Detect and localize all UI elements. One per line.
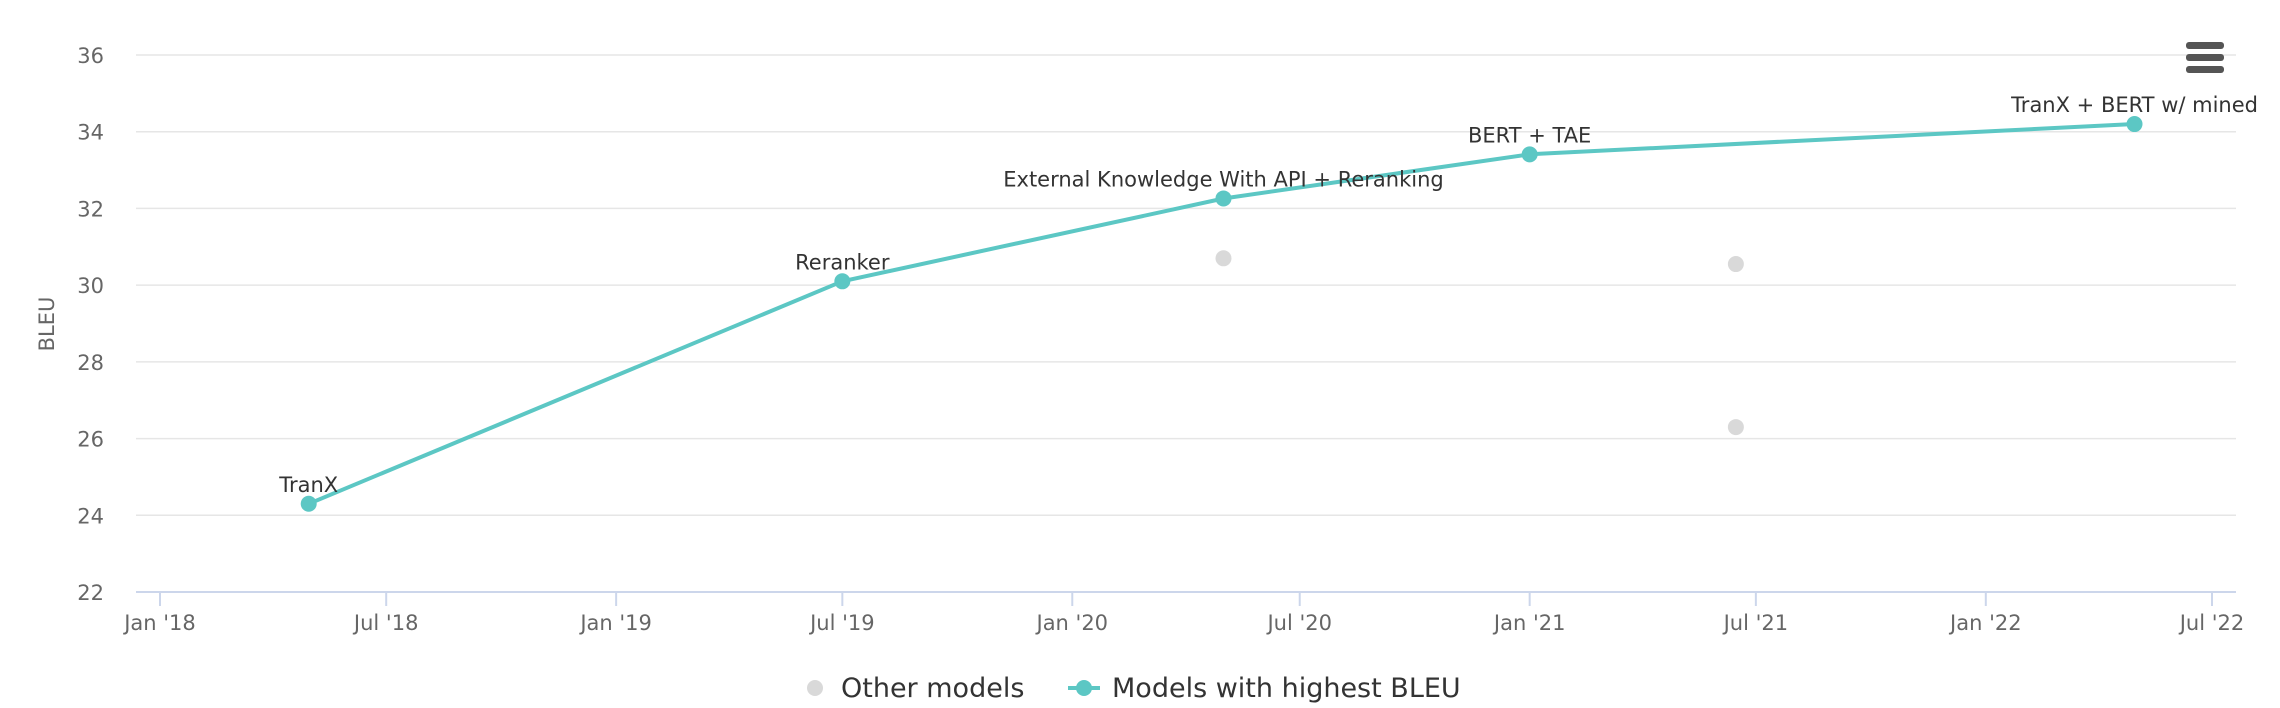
hamburger-menu-icon[interactable] bbox=[2186, 42, 2224, 76]
point-label: TranX bbox=[278, 473, 338, 497]
y-tick-label: 22 bbox=[77, 581, 104, 605]
y-tick-label: 24 bbox=[77, 504, 104, 528]
point-label: External Knowledge With API + Reranking bbox=[1003, 167, 1443, 191]
legend-highest-label: Models with highest BLEU bbox=[1112, 673, 1461, 704]
y-tick-label: 34 bbox=[77, 121, 104, 145]
legend-other-label: Other models bbox=[841, 673, 1024, 704]
y-tick-label: 32 bbox=[77, 197, 104, 221]
y-tick-label: 26 bbox=[77, 428, 104, 452]
highest-bleu-point bbox=[1215, 190, 1232, 207]
y-axis-title: BLEU bbox=[35, 297, 59, 352]
legend-highest-symbol bbox=[1076, 680, 1092, 696]
x-tick-label: Jul '19 bbox=[808, 611, 875, 635]
x-axis-tick-labels: Jan '18 Jul '18 Jan '19 Jul '19 Jan '20 Jul '… bbox=[122, 611, 2244, 635]
x-tick-label: Jan '20 bbox=[1035, 611, 1109, 635]
menu-bar bbox=[2186, 42, 2224, 49]
x-tick-label: Jan '18 bbox=[122, 611, 196, 635]
legend-item-highest-bleu[interactable]: Models with highest BLEU bbox=[1068, 673, 1461, 704]
x-tick-label: Jul '22 bbox=[2178, 611, 2245, 635]
highest-bleu-point bbox=[300, 495, 317, 512]
point-label: TranX + BERT w/ mined bbox=[2010, 93, 2258, 117]
other-model-point bbox=[1727, 256, 1744, 273]
other-model-point bbox=[1215, 250, 1232, 267]
highest-bleu-series bbox=[300, 116, 2143, 512]
x-axis bbox=[136, 591, 2236, 606]
menu-bar bbox=[2186, 54, 2224, 61]
highest-bleu-point bbox=[834, 273, 851, 290]
x-tick-label: Jul '21 bbox=[1722, 611, 1789, 635]
point-labels: TranX Reranker External Knowledge With API… bbox=[278, 93, 2258, 497]
y-axis-tick-labels: 22 24 26 28 30 32 34 36 bbox=[77, 44, 104, 605]
x-tick-label: Jul '18 bbox=[352, 611, 419, 635]
y-tick-label: 28 bbox=[77, 351, 104, 375]
legend-item-other-models[interactable]: Other models bbox=[807, 673, 1024, 704]
highest-bleu-point bbox=[1521, 146, 1538, 163]
other-model-point bbox=[1727, 419, 1744, 436]
x-tick-label: Jan '21 bbox=[1492, 611, 1566, 635]
menu-bar bbox=[2186, 66, 2224, 73]
highest-bleu-point bbox=[2126, 116, 2143, 133]
x-tick-label: Jan '22 bbox=[1948, 611, 2022, 635]
legend-other-symbol bbox=[807, 680, 823, 696]
x-tick-label: Jan '19 bbox=[578, 611, 652, 635]
other-models-series bbox=[1215, 250, 1744, 436]
legend[interactable]: Other models Models with highest BLEU bbox=[807, 673, 1461, 704]
point-label: BERT + TAE bbox=[1468, 123, 1591, 147]
x-tick-label: Jul '20 bbox=[1265, 611, 1332, 635]
y-tick-label: 30 bbox=[77, 274, 104, 298]
point-label: Reranker bbox=[795, 250, 890, 274]
y-tick-label: 36 bbox=[77, 44, 104, 68]
